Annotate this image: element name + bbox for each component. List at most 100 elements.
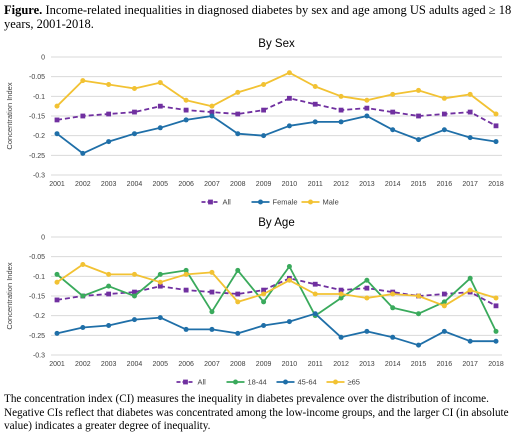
age-series-45642-point [312,311,318,317]
chart-by-age: By Age 0 -0.05 -0.1 -0.15 -0.2 -0.25 -0.3 2001 20… [0,212,520,390]
sex-series-All0-point [157,103,163,109]
age-series-45642-point [286,319,292,325]
age-series-18441-point [286,264,292,269]
sex-series-Male2-point [364,97,370,103]
chart-by-sex-svg: By Sex 0 -0.05 -0.1 -0.15 -0.2 -0.25 -0.3 2001 20… [5,38,504,207]
sex-legend-label: All [223,198,232,207]
sex-xtick-label: 2008 [230,181,246,188]
age-series-18441-line [56,265,497,332]
age-series-18441-point [80,293,86,299]
age-series-18441-point [416,311,422,317]
sex-series-Male2-point [235,89,241,95]
age-ylabel: Concentration Index [5,262,14,329]
sex-series-All0-point [54,117,60,123]
age-title: By Age [258,217,294,229]
age-ytick-label: 0 [41,235,45,242]
sex-ytick-label: -0.15 [29,114,45,121]
age-series-45642-point [235,330,241,336]
age-series-45642-point [157,315,163,321]
sex-series-Female1-point [312,119,318,125]
sex-series-Male2-point [106,82,112,88]
age-series-18441-point [390,305,396,311]
sex-series-Female1-point [157,125,163,131]
figure-title-text: Income-related inequalities in diagnosed… [4,3,512,31]
sex-series-Female1-point [131,131,137,137]
sex-series-Male2-point [441,95,447,101]
sex-legend-item: Female [251,198,298,207]
age-series-All0-point [338,287,344,293]
sex-legend-swatch-marker [308,199,313,205]
age-legend-label: 45-64 [298,378,317,387]
age-series-45642-line [56,312,496,347]
figure-label: Figure. [4,3,43,17]
age-xtick-label: 2002 [75,361,91,368]
age-series-653-point [338,291,344,297]
age-series-45642-point [80,324,86,330]
sex-series-Male2-point [261,82,267,88]
age-legend-label: All [198,378,207,387]
age-xtick-label: 2009 [256,361,272,368]
age-series-653-point [261,291,267,297]
age-legend-item: All [176,378,207,387]
age-series-All0-point [261,287,266,293]
age-series-653-point [183,271,189,277]
age-xtick-label: 2017 [462,361,478,368]
age-series-653-point [416,293,422,299]
age-series-653-line [56,263,497,307]
age-series-45642-point [416,342,422,348]
age-series-All0-point [493,303,499,309]
sex-series-All0-point [467,109,473,115]
sex-series-All0-point [261,107,266,113]
sex-xtick-label: 2006 [178,181,194,188]
sex-series-Female1-point [493,139,499,145]
age-series-18441-point [441,299,447,305]
age-xtick-label: 2011 [308,361,323,368]
age-xtick-label: 2013 [359,361,375,368]
chart-by-age-svg: By Age 0 -0.05 -0.1 -0.15 -0.2 -0.25 -0.3 2001 20… [5,217,504,387]
sex-series-Male2-point [157,80,163,86]
sex-series-Male2-point [183,97,189,103]
age-legend-item: 45-64 [276,378,317,387]
sex-xtick-label: 2015 [411,181,427,188]
sex-series-All0-point [80,113,86,119]
age-xtick-label: 2016 [437,361,453,368]
sex-legend-label: Male [323,198,339,207]
sex-legend-swatch-marker [208,199,213,205]
sex-title: By Sex [258,38,295,50]
sex-series-All0-point [416,113,421,119]
age-series-18441-point [54,271,60,277]
age-series-All0-point [106,291,112,297]
age-series-653-point [131,271,137,277]
age-series-All0-point [54,297,60,303]
age-series-45642-point [441,328,447,334]
sex-series-Female1-line [56,115,497,155]
age-series-All0-point [441,291,447,297]
sex-xtick-label: 2005 [153,181,169,188]
age-series-All0-point [183,287,189,293]
age-series-18441-point [235,267,241,273]
age-series-All0-point [209,289,215,295]
age-legend-label: ≥65 [348,378,360,387]
age-xtick-label: 2006 [178,361,194,368]
age-series-45642-point [209,326,215,332]
sex-ytick-label: -0.2 [33,133,45,140]
age-series-All0-point [312,281,318,287]
age-series-45642-point [390,334,396,340]
sex-series-All0-point [209,109,215,115]
sex-series-Female1-point [235,131,241,137]
age-ytick-label: -0.1 [33,274,45,281]
sex-series-Male2-point [416,87,422,93]
sex-ylabel: Concentration Index [5,82,14,149]
age-series-All0-line [56,277,497,307]
figure-title: Figure. Income-related inequalities in d… [4,3,516,31]
age-xtick-label: 2015 [411,361,427,368]
age-series-653-point [441,303,447,309]
sex-series-Male2-point [54,103,60,109]
age-series-653-point [54,279,60,285]
age-series-All0-point [132,289,137,295]
sex-ytick-label: -0.1 [33,94,45,101]
age-series-18441-point [261,299,267,305]
sex-series-Female1-point [261,133,267,139]
age-xtick-label: 2014 [385,361,401,368]
age-ytick-label: -0.25 [29,333,45,340]
